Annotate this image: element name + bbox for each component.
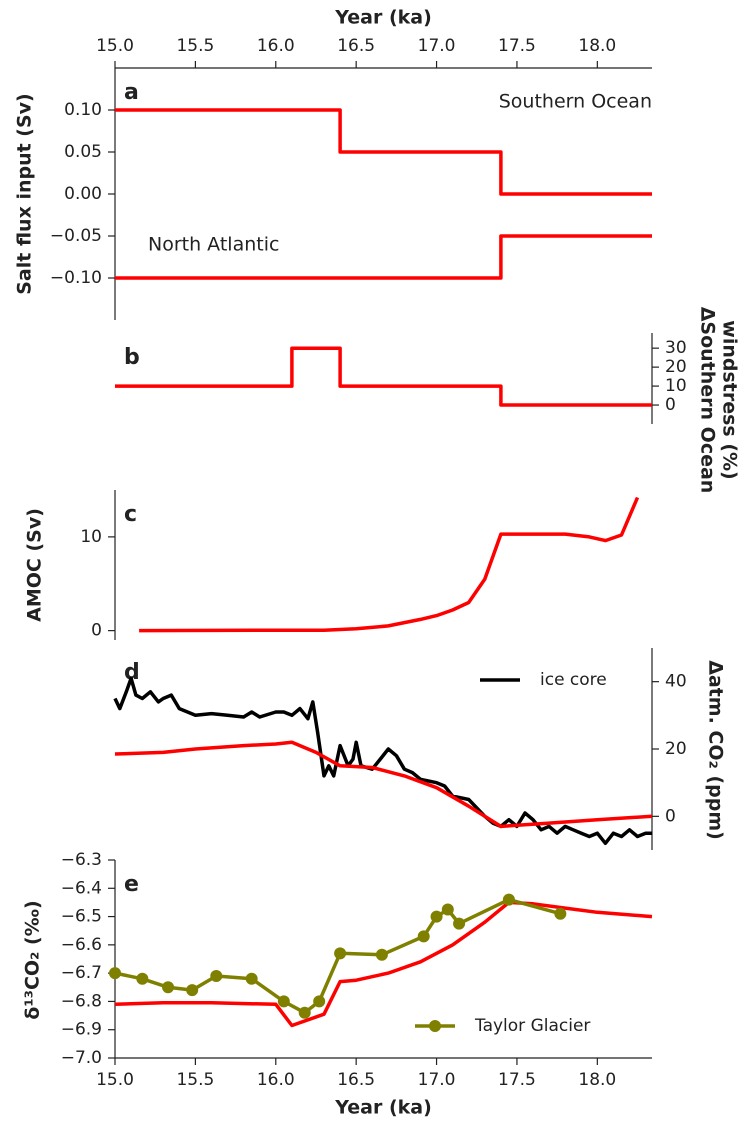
y-tick-label: 0.10 bbox=[64, 100, 102, 120]
y-tick-label: 0.00 bbox=[64, 184, 102, 204]
x-tick-label: 16.0 bbox=[257, 1070, 295, 1090]
point bbox=[162, 981, 175, 994]
x-tick-label: 15.5 bbox=[176, 1070, 214, 1090]
series-line bbox=[115, 346, 652, 407]
y-axis-title: windstress (%) bbox=[719, 320, 741, 479]
point bbox=[277, 995, 290, 1008]
point bbox=[334, 947, 347, 960]
point bbox=[502, 893, 515, 906]
y-tick-label: 0 bbox=[91, 621, 102, 641]
x-tick-label: 16.5 bbox=[337, 36, 375, 56]
y-tick-label: −6.3 bbox=[61, 850, 102, 870]
x-tick-label: 16.0 bbox=[257, 36, 295, 56]
legend-label: ice core bbox=[540, 670, 607, 690]
series-line bbox=[115, 234, 652, 280]
y-tick-label: −6.7 bbox=[61, 963, 102, 983]
y-tick-label: −6.9 bbox=[61, 1020, 102, 1040]
point bbox=[453, 917, 466, 930]
x-tick-label: 17.5 bbox=[498, 36, 536, 56]
legend-label: Taylor Glacier bbox=[474, 1016, 590, 1036]
y-tick-label: 40 bbox=[665, 672, 687, 692]
y-tick-label: 30 bbox=[665, 338, 687, 358]
y-tick-label: −7.0 bbox=[61, 1048, 102, 1068]
y-tick-label: −6.6 bbox=[61, 935, 102, 955]
panel-label: d bbox=[124, 660, 140, 685]
point bbox=[554, 907, 567, 920]
y-tick-label: −0.05 bbox=[50, 226, 102, 246]
x-tick-label: 17.0 bbox=[418, 36, 456, 56]
x-tick-label: 16.5 bbox=[337, 1070, 375, 1090]
y-tick-label: 0 bbox=[665, 395, 676, 415]
panel-label: e bbox=[124, 872, 139, 897]
point bbox=[417, 930, 430, 943]
y-tick-label: 10 bbox=[665, 376, 687, 396]
y-axis-title: Δatm. CO₂ (ppm) bbox=[705, 660, 727, 840]
y-tick-label: −6.8 bbox=[61, 991, 102, 1011]
series-line bbox=[113, 676, 652, 846]
x-tick-label: 15.0 bbox=[96, 1070, 134, 1090]
series-line bbox=[115, 108, 652, 196]
x-tick-label: 15.5 bbox=[176, 36, 214, 56]
point bbox=[441, 903, 454, 916]
series-label: North Atlantic bbox=[148, 234, 279, 256]
point bbox=[298, 1006, 311, 1019]
series-line bbox=[114, 900, 653, 1028]
point bbox=[313, 995, 326, 1008]
y-tick-label: 10 bbox=[80, 527, 102, 547]
panel-label: c bbox=[124, 502, 137, 527]
x-axis-title: Year (ka) bbox=[334, 7, 432, 29]
y-tick-label: −6.4 bbox=[61, 878, 102, 898]
y-axis-title: ΔSouthern Ocean bbox=[697, 307, 719, 494]
y-axis-title: AMOC (Sv) bbox=[24, 508, 46, 622]
series-line bbox=[139, 496, 640, 633]
y-tick-label: −6.5 bbox=[61, 907, 102, 927]
panel-label: a bbox=[124, 80, 139, 105]
y-axis-title: δ¹³CO₂ (‰) bbox=[22, 900, 44, 1019]
y-tick-label: 20 bbox=[665, 357, 687, 377]
point bbox=[375, 948, 388, 961]
legend-marker bbox=[429, 1020, 441, 1032]
point bbox=[136, 972, 149, 985]
panel-label: b bbox=[124, 345, 140, 370]
y-axis-title: Salt flux input (Sv) bbox=[14, 93, 36, 295]
point bbox=[109, 967, 121, 980]
y-tick-label: 0 bbox=[665, 806, 676, 826]
x-tick-label: 17.5 bbox=[498, 1070, 536, 1090]
x-tick-label: 15.0 bbox=[96, 36, 134, 56]
point bbox=[430, 910, 443, 923]
series-label: Southern Ocean bbox=[499, 91, 652, 113]
point bbox=[186, 984, 199, 997]
x-tick-label: 18.0 bbox=[578, 36, 616, 56]
point bbox=[245, 972, 258, 985]
point bbox=[210, 969, 223, 982]
x-tick-label: 17.0 bbox=[418, 1070, 456, 1090]
x-tick-label: 18.0 bbox=[578, 1070, 616, 1090]
series-line bbox=[114, 740, 653, 829]
y-tick-label: −0.10 bbox=[50, 268, 102, 288]
x-axis-title: Year (ka) bbox=[334, 1097, 432, 1119]
y-tick-label: 20 bbox=[665, 739, 687, 759]
y-tick-label: 0.05 bbox=[64, 142, 102, 162]
